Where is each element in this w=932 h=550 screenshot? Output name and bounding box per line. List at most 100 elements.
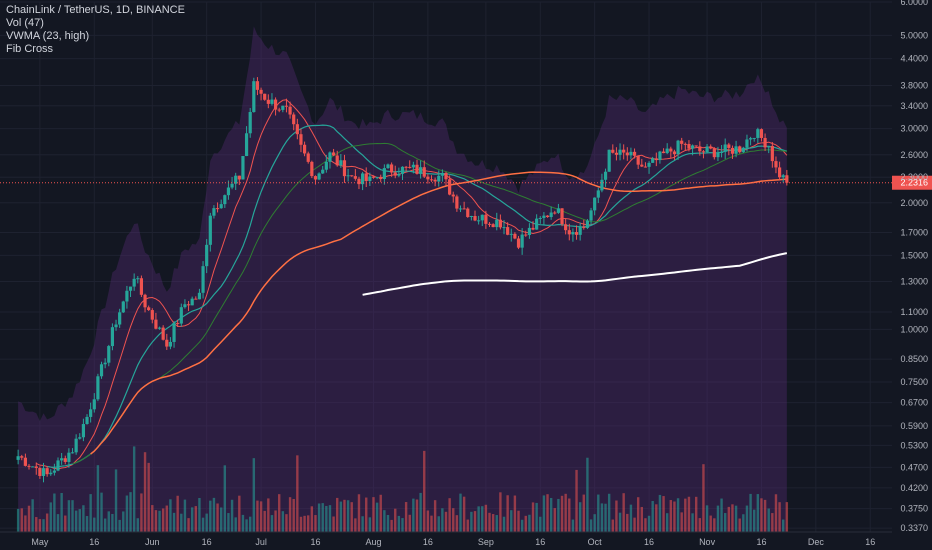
volume-bar (444, 511, 448, 532)
candle-body (273, 99, 278, 110)
candle-body (281, 105, 285, 110)
last-price-label: 2.2316 (900, 178, 928, 188)
x-tick-label: 16 (644, 537, 654, 547)
volume-bar (151, 505, 154, 532)
candle-body (165, 339, 169, 347)
candle-body (255, 81, 260, 90)
candle-body (121, 301, 125, 313)
candle-body (346, 175, 350, 177)
indicator-vwma[interactable]: VWMA (23, high) (6, 30, 90, 42)
volume-bar (698, 518, 702, 532)
volume-bar (513, 495, 517, 532)
volume-bar (252, 458, 256, 532)
volume-bar (267, 498, 270, 532)
volume-bar (470, 511, 473, 532)
volume-bar (96, 465, 100, 532)
candle-body (41, 468, 46, 476)
volume-bar (622, 493, 625, 532)
candle-body (676, 140, 680, 155)
candle-body (263, 93, 267, 100)
candle-body (433, 179, 437, 182)
candle-body (212, 208, 216, 216)
candle-body (513, 233, 517, 239)
volume-bar (404, 502, 408, 532)
candle-body (567, 230, 571, 235)
volume-bar (448, 498, 451, 532)
candle-body (136, 278, 140, 280)
volume-bar (738, 518, 741, 532)
symbol-title[interactable]: ChainLink / TetherUS, 1D, BINANCE (6, 4, 185, 16)
candle-body (215, 208, 220, 210)
volume-bar (357, 494, 361, 532)
candle-body (96, 376, 100, 400)
candle-body (350, 175, 354, 177)
candle-body (230, 183, 234, 188)
candle-body (600, 179, 604, 191)
candle-body (781, 175, 785, 178)
candle-body (357, 178, 361, 185)
candle-body (201, 266, 205, 293)
y-tick-label: 5.0000 (900, 30, 928, 40)
candle-body (154, 319, 158, 329)
volume-bar (16, 508, 20, 532)
volume-bar (665, 513, 669, 532)
volume-bar (78, 509, 81, 532)
volume-bar (655, 504, 658, 532)
candle-body (147, 307, 151, 311)
candle-body (208, 215, 212, 245)
volume-bar (753, 509, 756, 532)
y-tick-label: 0.5300 (900, 440, 928, 450)
candle-body (701, 151, 706, 153)
candle-body (553, 212, 557, 214)
volume-bar (346, 500, 350, 532)
volume-bar (303, 515, 306, 532)
volume-bar (713, 518, 716, 532)
band-area (18, 26, 787, 533)
candle-body (440, 173, 444, 176)
volume-bar (288, 497, 292, 532)
volume-bar (350, 502, 353, 532)
candle-body (183, 304, 187, 308)
candle-body (248, 112, 252, 134)
volume-bar (412, 498, 415, 532)
volume-bar (553, 508, 556, 532)
candle-body (466, 208, 470, 217)
x-tick-label: Sep (478, 537, 494, 547)
y-tick-label: 0.4200 (900, 483, 928, 493)
candle-body (103, 362, 107, 365)
candle-body (589, 210, 593, 221)
candle-body (302, 144, 307, 154)
y-tick-label: 0.4700 (900, 462, 928, 472)
candle-body (509, 233, 513, 235)
volume-bar (122, 511, 125, 532)
volume-bar (336, 497, 339, 532)
candle-body (625, 152, 629, 156)
volume-bar (524, 515, 527, 532)
volume-bar (230, 499, 234, 532)
candle-body (223, 195, 227, 205)
volume-bar (702, 464, 705, 532)
candle-body (27, 465, 31, 467)
volume-bar (187, 518, 190, 532)
volume-bar (56, 514, 60, 532)
volume-bar (484, 504, 488, 532)
volume-bar (716, 505, 720, 532)
candle-body (448, 179, 452, 195)
candle-body (379, 176, 383, 180)
volume-bar (578, 502, 582, 532)
indicator-volume[interactable]: Vol (47) (6, 17, 44, 29)
candle-body (324, 161, 328, 170)
candle-body (252, 81, 256, 113)
candle-body (487, 223, 492, 225)
volume-bar (372, 497, 375, 532)
volume-bar (386, 514, 390, 532)
candle-body (756, 129, 760, 138)
volume-bar (745, 505, 749, 532)
volume-bar (165, 505, 168, 532)
volume-bar (433, 500, 437, 532)
candle-body (266, 99, 270, 104)
indicator-fib[interactable]: Fib Cross (6, 43, 54, 55)
candle-body (321, 169, 325, 174)
candle-body (259, 89, 263, 94)
